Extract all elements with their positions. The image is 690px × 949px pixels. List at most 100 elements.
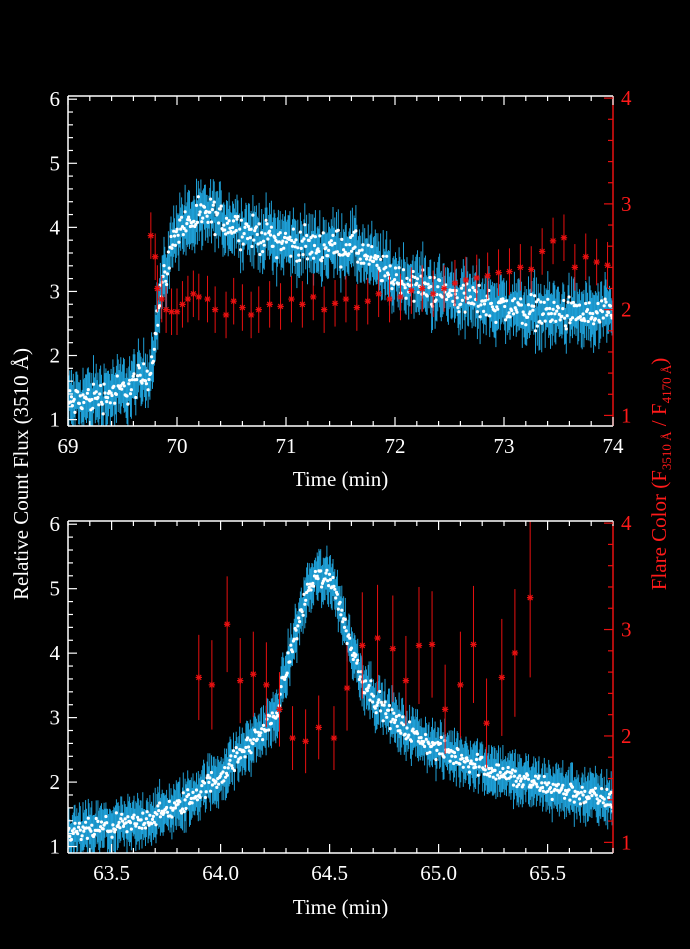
flux-point — [260, 231, 264, 235]
flux-point — [405, 726, 409, 730]
flux-point — [386, 273, 391, 277]
flux-point — [258, 733, 262, 738]
flux-point — [493, 309, 497, 313]
flux-point — [248, 236, 252, 240]
flux-point — [460, 298, 464, 302]
flux-point — [474, 757, 479, 762]
flux-point — [292, 637, 296, 641]
flux-point — [485, 294, 489, 298]
flux-point — [385, 254, 389, 258]
flux-point — [394, 273, 398, 277]
flux-point — [475, 752, 479, 757]
flux-point — [332, 584, 336, 589]
flux-point — [146, 388, 150, 392]
flux-point — [433, 741, 437, 745]
flux-point — [184, 229, 188, 233]
flux-point — [302, 237, 306, 241]
color-point — [483, 719, 490, 727]
flux-point — [165, 805, 169, 810]
color-point — [457, 681, 464, 689]
flux-point — [565, 314, 569, 318]
flux-point — [265, 222, 269, 226]
flux-point — [162, 811, 166, 815]
color-point — [211, 306, 219, 313]
flux-point — [68, 389, 72, 393]
flux-point — [199, 203, 203, 207]
flux-point — [436, 285, 440, 289]
flux-point — [94, 390, 98, 394]
flux-point — [403, 732, 407, 736]
flux-point — [98, 392, 102, 396]
flux-point — [238, 227, 242, 231]
flux-point — [461, 283, 465, 287]
flux-point — [137, 366, 141, 370]
bottom-panel: 63.5 64.0 64.5 65.0 65.5 Time (min) 1 2 3 4 5 6 1 2 3 4 — [50, 511, 633, 919]
flux-point — [381, 254, 385, 258]
flux-point — [362, 261, 366, 265]
flux-point — [115, 374, 119, 378]
flux-point — [235, 751, 239, 755]
flux-point — [295, 259, 299, 263]
flux-point — [348, 636, 352, 640]
color-point — [495, 269, 502, 276]
flux-point — [409, 739, 413, 743]
flux-point — [291, 227, 295, 231]
flux-point — [368, 698, 372, 702]
flux-point — [232, 768, 236, 773]
flux-point — [300, 610, 304, 614]
flux-point — [91, 406, 95, 410]
flux-point — [587, 796, 591, 800]
flux-point — [511, 312, 516, 316]
flux-point — [526, 773, 530, 777]
flux-point — [535, 324, 539, 328]
flux-point — [504, 777, 509, 781]
color-point — [239, 304, 246, 311]
color-point — [195, 293, 202, 301]
flux-point — [560, 786, 564, 790]
color-point — [343, 684, 351, 692]
y2-tick-label: 2 — [621, 724, 632, 748]
flux-point — [580, 785, 584, 789]
flux-point — [585, 308, 590, 312]
color-point — [604, 262, 611, 269]
y-tick-label: 4 — [50, 215, 61, 239]
flux-point — [510, 768, 515, 772]
flux-point — [361, 243, 365, 247]
flux-point — [286, 651, 290, 655]
flux-point — [187, 218, 192, 222]
flux-point — [388, 727, 392, 731]
flux-point — [239, 756, 243, 760]
flux-point — [550, 318, 554, 322]
flux-point — [606, 803, 610, 807]
flux-point — [223, 766, 227, 770]
color-point — [247, 311, 255, 319]
flux-point — [165, 272, 170, 276]
flux-point — [316, 247, 320, 251]
flux-point — [369, 679, 373, 683]
flux-point — [481, 299, 485, 303]
flux-point — [117, 820, 121, 825]
color-point — [386, 295, 393, 303]
flux-point — [483, 768, 487, 772]
flux-point — [155, 812, 159, 816]
color-point — [375, 290, 382, 297]
flux-point — [568, 321, 572, 325]
flux-point — [132, 372, 136, 376]
flux-point — [601, 801, 605, 805]
color-point — [204, 295, 211, 303]
flux-point — [586, 319, 590, 324]
flux-point — [393, 720, 397, 725]
flux-point — [474, 765, 478, 769]
flux-point — [196, 195, 200, 199]
flux-point — [333, 587, 337, 591]
color-point — [168, 308, 175, 315]
flux-point — [279, 685, 283, 689]
color-point — [147, 232, 155, 239]
flux-point — [141, 811, 145, 815]
flux-point — [563, 324, 568, 328]
flux-point — [317, 249, 321, 253]
flux-point — [504, 299, 509, 303]
flux-point — [357, 249, 361, 253]
flux-point — [476, 773, 480, 777]
flux-point — [202, 205, 207, 209]
